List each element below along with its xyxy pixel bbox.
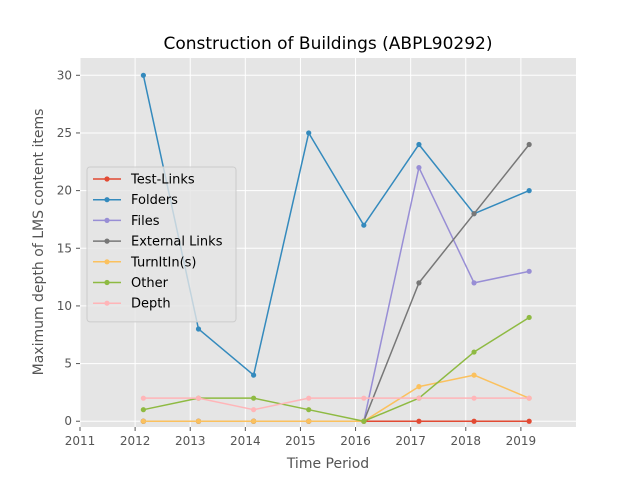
legend: Test-Links Folders Files External Links Turn… xyxy=(86,166,237,323)
legend-box xyxy=(86,166,237,323)
y-tick-label: 15 xyxy=(57,241,72,255)
data-point-depth xyxy=(471,395,477,401)
x-tick-label: 2017 xyxy=(395,434,426,448)
data-point-depth xyxy=(140,395,146,401)
data-point-depth xyxy=(361,395,367,401)
legend-label: Files xyxy=(131,214,160,229)
legend-entry: Other xyxy=(93,276,169,291)
data-point-other xyxy=(306,407,312,413)
legend-swatch-marker xyxy=(104,176,110,182)
series-folders xyxy=(140,72,532,378)
data-point-depth xyxy=(251,407,257,413)
data-point-other xyxy=(361,418,367,424)
data-point-other xyxy=(471,349,477,355)
data-point-folders xyxy=(526,188,532,194)
data-point-turnitin-s xyxy=(251,418,257,424)
legend-entry: TurnItIn(s) xyxy=(93,255,196,270)
x-tick-label: 2013 xyxy=(175,434,206,448)
data-point-external-links xyxy=(471,211,477,217)
data-point-turnitin-s xyxy=(306,418,312,424)
x-tick-label: 2018 xyxy=(451,434,482,448)
data-point-test-links xyxy=(416,418,422,424)
data-point-turnitin-s xyxy=(140,418,146,424)
data-point-depth xyxy=(526,395,532,401)
data-point-folders xyxy=(361,222,367,228)
data-point-depth xyxy=(306,395,312,401)
y-axis-label: Maximum depth of LMS content items xyxy=(31,109,47,376)
legend-label: Other xyxy=(131,276,169,291)
data-point-folders xyxy=(140,72,146,78)
legend-label: Folders xyxy=(131,193,178,208)
data-point-test-links xyxy=(471,418,477,424)
data-point-folders xyxy=(416,141,422,148)
legend-entry: External Links xyxy=(93,235,223,250)
legend-label: Test-Links xyxy=(130,173,195,188)
data-point-depth xyxy=(195,395,202,401)
series-line-turnitin-s xyxy=(143,374,530,422)
x-tick-label: 2016 xyxy=(340,434,371,448)
legend-entry: Depth xyxy=(93,297,171,312)
data-point-test-links xyxy=(526,418,532,424)
data-point-external-links xyxy=(416,280,422,286)
data-point-other xyxy=(251,395,257,401)
series-depth xyxy=(140,395,532,413)
x-tick-label: 2015 xyxy=(285,434,316,448)
y-tick-label: 5 xyxy=(64,357,72,371)
y-tick-label: 10 xyxy=(57,299,72,313)
legend-swatch-marker xyxy=(104,217,110,223)
legend-label: Depth xyxy=(131,297,171,312)
legend-swatch-marker xyxy=(104,259,110,265)
x-tick-label: 2019 xyxy=(506,434,537,448)
data-point-files xyxy=(471,280,477,286)
y-tick-label: 30 xyxy=(57,68,72,82)
data-point-turnitin-s xyxy=(471,372,477,378)
legend-swatch-marker xyxy=(104,238,110,244)
y-tick-label: 0 xyxy=(64,414,72,428)
y-tick-label: 20 xyxy=(57,184,72,198)
legend-swatch-marker xyxy=(104,279,110,286)
series-line-depth xyxy=(143,397,530,411)
legend-entry: Folders xyxy=(93,193,178,208)
data-point-files xyxy=(526,268,532,274)
series-line-other xyxy=(143,316,530,422)
data-point-turnitin-s xyxy=(416,384,422,390)
y-tick-label: 25 xyxy=(57,126,72,140)
data-point-folders xyxy=(195,326,202,332)
legend-entry: Files xyxy=(93,214,160,229)
x-axis-label: Time Period xyxy=(286,456,369,472)
data-point-other xyxy=(140,407,146,413)
data-point-other xyxy=(526,314,532,321)
legend-swatch-marker xyxy=(104,300,110,306)
data-point-files xyxy=(416,164,422,171)
x-tick-label: 2011 xyxy=(65,434,96,448)
series-line-folders xyxy=(142,75,530,376)
y-axis-ticks: 0 5 10 15 20 25 30 xyxy=(57,68,80,428)
data-point-external-links xyxy=(526,141,532,148)
x-axis-ticks: 2011 2012 2013 2014 2015 2016 2017 2018 2019 xyxy=(65,427,536,448)
gridlines xyxy=(79,58,576,427)
x-tick-label: 2012 xyxy=(120,434,151,448)
data-point-depth xyxy=(416,395,422,401)
legend-swatch-marker xyxy=(104,197,110,203)
legend-entry: Test-Links xyxy=(93,173,195,188)
data-point-folders xyxy=(306,130,312,136)
x-tick-label: 2014 xyxy=(230,434,261,448)
data-point-folders xyxy=(251,372,257,378)
chart-title: Construction of Buildings (ABPL90292) xyxy=(163,34,492,54)
legend-label: TurnItIn(s) xyxy=(130,255,196,270)
series-layer xyxy=(140,72,532,424)
data-point-turnitin-s xyxy=(195,418,202,424)
legend-label: External Links xyxy=(131,235,223,250)
